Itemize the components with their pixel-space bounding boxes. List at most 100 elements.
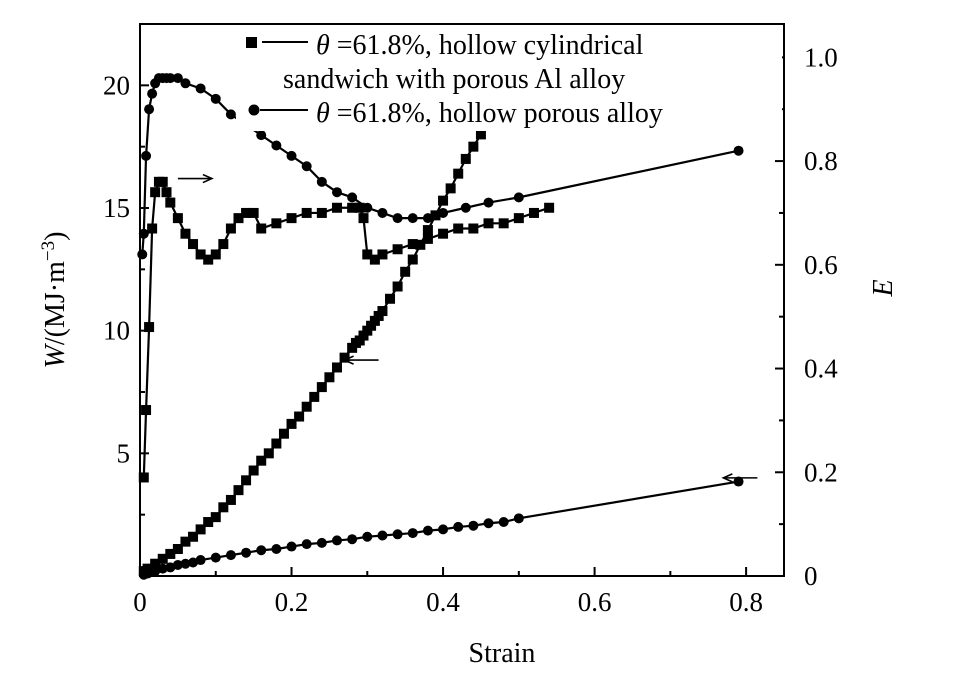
data-point-circle bbox=[210, 93, 221, 104]
data-point-square bbox=[225, 494, 236, 505]
data-point-square bbox=[369, 254, 380, 265]
data-point-square bbox=[180, 228, 191, 239]
legend-background bbox=[236, 26, 782, 131]
data-point-square bbox=[513, 213, 524, 224]
data-point-circle bbox=[331, 187, 342, 198]
y-right-axis-title: E bbox=[868, 279, 899, 297]
data-point-circle bbox=[241, 547, 252, 558]
data-point-square bbox=[468, 223, 479, 234]
data-point-circle bbox=[172, 73, 183, 84]
data-point-square bbox=[392, 244, 403, 255]
data-point-square bbox=[331, 202, 342, 213]
data-point-circle bbox=[301, 161, 312, 172]
data-point-circle bbox=[733, 145, 744, 156]
data-point-square bbox=[233, 485, 244, 496]
data-point-square bbox=[165, 548, 176, 559]
data-point-square bbox=[256, 455, 267, 466]
legend: θ =61.8%, hollow cylindrical sandwich wit… bbox=[236, 26, 782, 131]
data-point-square bbox=[377, 249, 388, 260]
data-point-square bbox=[286, 418, 297, 429]
data-point-circle bbox=[347, 534, 358, 545]
data-point-square bbox=[203, 254, 214, 265]
data-point-square bbox=[400, 266, 411, 277]
data-point-circle bbox=[195, 83, 206, 94]
plot-frame bbox=[139, 23, 785, 577]
data-point-circle bbox=[210, 552, 221, 563]
data-point-square bbox=[278, 428, 289, 439]
data-point-circle bbox=[165, 73, 176, 84]
data-point-square bbox=[188, 531, 199, 542]
data-point-square bbox=[241, 207, 252, 218]
data-point-circle bbox=[286, 541, 297, 552]
data-point-circle bbox=[468, 520, 479, 531]
data-point-circle bbox=[157, 563, 168, 574]
x-tick-label: 0.6 bbox=[578, 587, 612, 617]
data-point-circle bbox=[362, 531, 373, 542]
data-point-square bbox=[210, 512, 221, 523]
data-point-circle bbox=[144, 104, 155, 115]
data-point-circle bbox=[225, 550, 236, 561]
data-point-square bbox=[358, 213, 369, 224]
data-point-circle bbox=[301, 539, 312, 550]
data-point-square bbox=[301, 401, 312, 412]
legend-marker-circle bbox=[248, 104, 260, 116]
data-point-square bbox=[294, 411, 305, 422]
data-point-square bbox=[203, 517, 214, 528]
y-right-tick-label: 0.4 bbox=[804, 354, 838, 384]
data-point-square bbox=[407, 239, 418, 250]
y-right-tick-label: 1.0 bbox=[804, 42, 838, 72]
data-point-square bbox=[157, 176, 168, 187]
data-point-circle bbox=[180, 558, 191, 569]
data-point-square bbox=[354, 202, 365, 213]
legend-label-1: θ =61.8%, hollow cylindrical sandwich wit… bbox=[283, 30, 644, 95]
data-point-square bbox=[138, 472, 149, 483]
y-right-tick-label: 0 bbox=[804, 561, 818, 591]
data-point-square bbox=[331, 362, 342, 373]
data-point-square bbox=[271, 218, 282, 229]
data-point-circle bbox=[271, 544, 282, 555]
data-point-circle bbox=[407, 528, 418, 539]
data-point-square bbox=[453, 168, 464, 179]
data-point-circle bbox=[142, 568, 153, 579]
data-point-square bbox=[407, 254, 418, 265]
data-point-circle bbox=[188, 557, 199, 568]
data-point-circle bbox=[195, 555, 206, 566]
data-point-circle bbox=[141, 150, 152, 161]
data-point-square bbox=[150, 558, 161, 569]
y-right-tick-label: 0.2 bbox=[804, 457, 838, 487]
data-point-circle bbox=[172, 559, 183, 570]
data-point-square bbox=[468, 141, 479, 152]
arrow-annotation bbox=[721, 473, 758, 483]
data-point-square bbox=[362, 249, 373, 260]
data-point-circle bbox=[316, 537, 327, 548]
data-point-square bbox=[544, 202, 555, 213]
x-tick-label: 0.2 bbox=[275, 587, 309, 617]
x-axis-title: Strain bbox=[469, 638, 536, 669]
data-point-square bbox=[438, 195, 449, 206]
data-point-square bbox=[392, 281, 403, 292]
data-point-square bbox=[141, 405, 152, 416]
data-point-circle bbox=[483, 197, 494, 208]
data-point-square bbox=[528, 207, 539, 218]
data-point-square bbox=[324, 372, 335, 383]
series-layer bbox=[137, 36, 744, 580]
data-point-square bbox=[301, 207, 312, 218]
data-point-square bbox=[180, 536, 191, 547]
y-left-axis-ticks: 5 10 15 20 bbox=[103, 70, 149, 516]
data-point-square bbox=[195, 524, 206, 535]
x-tick-label: 0.4 bbox=[426, 587, 460, 617]
data-point-circle bbox=[377, 530, 388, 541]
data-point-square bbox=[316, 207, 327, 218]
data-point-square bbox=[248, 465, 259, 476]
data-point-square bbox=[233, 213, 244, 224]
data-point-square bbox=[475, 129, 486, 140]
data-point-square bbox=[422, 225, 433, 236]
data-point-circle bbox=[225, 109, 236, 120]
data-point-square bbox=[316, 382, 327, 393]
legend-label-2: θ =61.8%, hollow porous alloy bbox=[316, 98, 663, 129]
data-point-square bbox=[286, 213, 297, 224]
data-point-circle bbox=[392, 213, 403, 224]
data-point-square bbox=[144, 322, 155, 333]
data-point-square bbox=[460, 153, 471, 164]
